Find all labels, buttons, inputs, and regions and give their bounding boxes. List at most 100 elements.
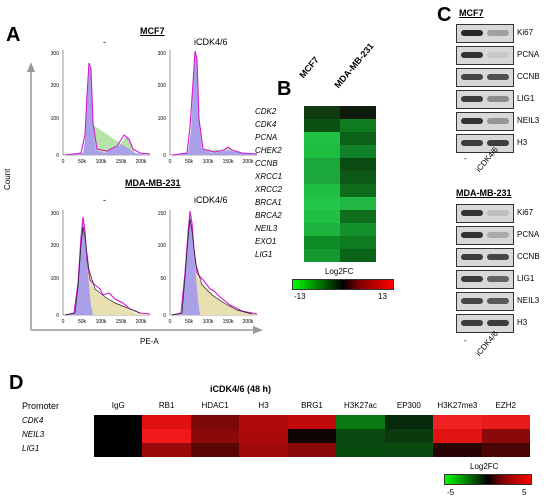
panel-b-legend-max: 13 (378, 292, 387, 301)
heatmap-cell (304, 236, 340, 249)
heatmap-cell (340, 171, 376, 184)
blot-strip (456, 226, 514, 245)
tick: 300 (51, 211, 60, 217)
heatmap-cell (433, 443, 482, 457)
heatmap-cell (94, 443, 143, 457)
panel-d-legend-min: -5 (447, 488, 455, 497)
blots-mda: Ki67 PCNA CCNB LIG1 NEIL3 H3 (456, 204, 546, 339)
blot-strip (456, 112, 514, 131)
histogram-mcf7-treated: 0 100 200 300 0 50k 100k 150k 200k (158, 50, 258, 165)
heatmap-cell (287, 415, 337, 429)
gene-label: BRCA2 (255, 211, 282, 220)
blot-strip (456, 90, 514, 109)
panel-a-xlabel: PE-A (140, 337, 159, 346)
heatmap-cell (336, 415, 385, 429)
heatmap-cell (340, 249, 376, 262)
heatmap-cell (304, 106, 340, 119)
tick: 150k (116, 319, 127, 325)
histogram-mcf7-control: 0 100 200 300 0 50k 100k 150k 200k (51, 50, 151, 165)
heatmap-b (304, 106, 376, 262)
heatmap-cell (239, 443, 288, 457)
heatmap-cell (340, 210, 376, 223)
heatmap-cell (481, 429, 530, 443)
tick: 200 (51, 83, 60, 89)
heatmap-d (94, 415, 530, 457)
column-label: EP300 (396, 401, 421, 410)
panel-a-mda-control-label: - (103, 195, 106, 205)
heatmap-cell (190, 429, 240, 443)
tick: 0 (163, 153, 166, 159)
row-label: NEIL3 (22, 430, 45, 439)
heatmap-cell (433, 429, 482, 443)
blot-band (461, 118, 483, 124)
blot-band (461, 254, 483, 260)
tick: 100k (96, 159, 107, 165)
protein-label: H3 (517, 318, 528, 327)
blot-band (461, 30, 483, 36)
tick: 50k (78, 319, 87, 325)
tick: 50k (78, 159, 87, 165)
protein-label: H3 (517, 138, 528, 147)
blot-band (487, 74, 509, 80)
blot-band (461, 96, 483, 102)
protein-label: Ki67 (517, 208, 534, 217)
heatmap-cell (304, 132, 340, 145)
panel-b-legend-min: -13 (294, 292, 306, 301)
heatmap-cell (340, 158, 376, 171)
tick: 100k (96, 319, 107, 325)
tick: 50k (185, 319, 194, 325)
heatmap-cell (340, 132, 376, 145)
blot-band (461, 276, 483, 282)
tick: 200 (51, 243, 60, 249)
heatmap-cell (239, 415, 288, 429)
gene-label: EXO1 (255, 237, 277, 246)
protein-label: NEIL3 (517, 116, 540, 125)
heatmap-cell (304, 184, 340, 197)
heatmap-d-columns: IgG RB1 HDAC1 H3 BRG1 H3K27ac EP300 H3K27me3 EZH… (94, 401, 530, 413)
blot-strip (456, 314, 514, 333)
gene-label: XRCC1 (255, 172, 283, 181)
panel-c-mda-title: MDA-MB-231 (456, 188, 512, 198)
panel-d-legend-title: Log2FC (470, 462, 499, 471)
gene-label: PCNA (255, 133, 278, 142)
gene-label: CCNB (255, 159, 278, 168)
protein-label: LIG1 (517, 274, 535, 283)
tick: 100k (203, 319, 214, 325)
blot-band (487, 232, 509, 238)
blot-strip (456, 68, 514, 87)
blot-strip (456, 248, 514, 267)
blot-band (487, 30, 509, 36)
panel-d-legend-max: 5 (522, 488, 527, 497)
tick: 200k (243, 319, 254, 325)
tick: 0 (163, 313, 166, 319)
row-label: LIG1 (22, 444, 40, 453)
tick: 0 (169, 159, 172, 165)
heatmap-cell (239, 429, 288, 443)
panel-b-legend-title: Log2FC (325, 267, 354, 276)
blot-band (487, 320, 509, 326)
blot-band (461, 52, 483, 58)
panel-d-legend-bar (444, 474, 532, 485)
blot-band (461, 232, 483, 238)
blot-band (487, 140, 509, 146)
heatmap-cell (304, 249, 340, 262)
tick: 0 (56, 313, 59, 319)
panel-a-mcf7-control-label: - (103, 37, 106, 47)
heatmap-cell (340, 184, 376, 197)
row-label: CDK4 (22, 416, 44, 425)
heatmap-d-rows: CDK4 NEIL3 LIG1 (22, 415, 92, 457)
tick: 100k (203, 159, 214, 165)
tick: 100 (51, 276, 60, 282)
blot-strip (456, 204, 514, 223)
tick: 100 (158, 116, 167, 122)
heatmap-cell (94, 429, 143, 443)
heatmap-cell (340, 145, 376, 158)
blot-band (487, 52, 509, 58)
heatmap-cell (340, 119, 376, 132)
heatmap-cell (384, 443, 434, 457)
tick: 150 (158, 211, 167, 217)
panel-b-label: B (277, 78, 292, 100)
gene-label: CDK2 (255, 107, 277, 116)
heatmap-cell (340, 223, 376, 236)
